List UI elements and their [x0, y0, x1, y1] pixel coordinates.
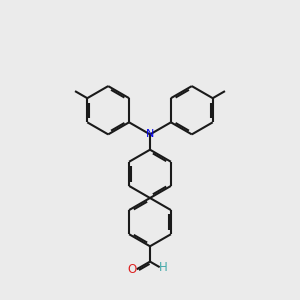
Text: O: O — [128, 263, 137, 276]
Text: H: H — [159, 261, 168, 274]
Text: N: N — [146, 129, 154, 140]
